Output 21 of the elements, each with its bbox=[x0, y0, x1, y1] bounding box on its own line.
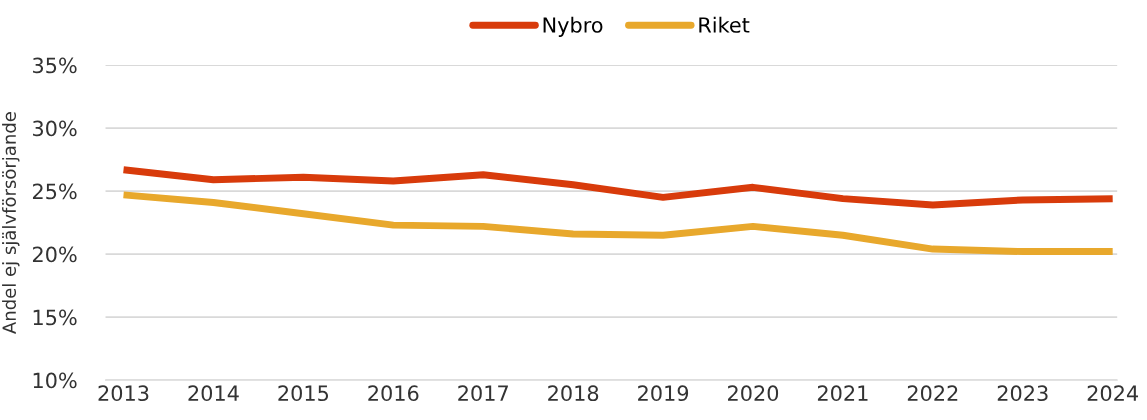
x-tick-label: 2023 bbox=[997, 385, 1048, 402]
y-tick-label: 10% bbox=[33, 372, 77, 389]
y-axis-title: Andel ej självförsörjande bbox=[2, 112, 20, 334]
x-tick-label: 2016 bbox=[368, 385, 419, 402]
x-tick-label: 2019 bbox=[638, 385, 689, 402]
y-tick-label: 25% bbox=[32, 183, 77, 200]
x-tick-label: 2024 bbox=[1087, 385, 1139, 402]
x-tick-label: 2014 bbox=[188, 385, 239, 402]
x-tick-label: 2018 bbox=[548, 385, 599, 402]
y-tick-label: 35% bbox=[33, 57, 77, 74]
y-tick-label: 15% bbox=[33, 309, 77, 326]
x-tick-label: 2017 bbox=[458, 385, 508, 402]
x-tick-label: 2022 bbox=[907, 385, 958, 402]
x-tick-label: 2020 bbox=[728, 385, 779, 402]
x-tick-label: 2021 bbox=[817, 385, 868, 402]
legend-label: Riket bbox=[699, 16, 750, 33]
x-tick-label: 2013 bbox=[98, 385, 149, 402]
y-tick-label: 30% bbox=[33, 120, 77, 137]
legend-label: Nybro bbox=[543, 16, 603, 37]
x-tick-label: 2015 bbox=[278, 385, 329, 402]
y-tick-label: 20% bbox=[32, 246, 77, 263]
